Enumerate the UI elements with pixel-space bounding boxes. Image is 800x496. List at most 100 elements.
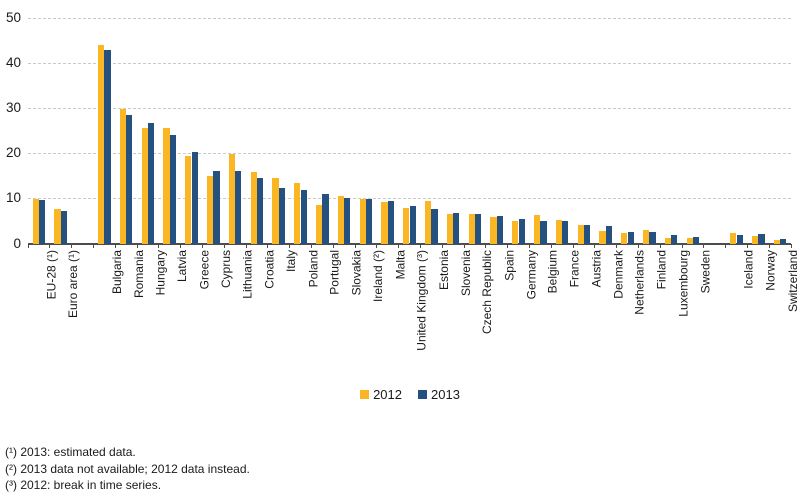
gridline-40 [28,63,791,65]
x-axis-tick [681,243,683,248]
bar-2013-switzerland [780,238,787,244]
bar-2013-bulgaria [104,49,111,244]
x-label-italy: Italy [284,250,299,273]
legend-item-2012: 2012 [360,387,402,402]
bar-2013-luxembourg [671,235,678,244]
bar-2012-spain [490,217,497,244]
y-tick-label-20: 20 [5,145,21,161]
x-axis-tick [659,243,661,248]
bar-2013-romania [126,114,133,244]
bar-2012-austria [577,225,584,244]
x-label-finland: Finland [654,250,669,290]
bar-2012-lithuania [228,154,236,244]
x-axis-tick [485,243,487,248]
x-label-poland: Poland [306,250,320,288]
footnotes: (¹) 2013: estimated data. (²) 2013 data … [5,444,250,494]
bar-2012-malta [381,202,388,244]
bar-2013-poland [300,189,307,244]
bar-2012-united-kingdom [403,208,410,244]
x-label-belgium: Belgium [545,250,560,294]
x-axis-tick [267,243,269,248]
x-axis-tick [136,243,138,248]
bar-2013-sweden [692,237,700,244]
bar-2012-poland [294,182,301,244]
y-tick-label-0: 0 [13,235,21,251]
bar-2012-finland [643,230,650,244]
bar-2012-euro-area [54,209,61,244]
bar-2012-slovakia [337,196,345,244]
x-axis-tick [725,243,727,248]
x-axis-tick [245,243,247,248]
bar-2013-norway [758,234,765,244]
x-axis-tick [768,243,770,248]
x-label-greece: Greece [197,250,211,290]
legend-label-2012: 2012 [373,387,402,402]
x-axis-tick [550,243,552,248]
x-label-czech-republic: Czech Republic [480,250,495,335]
x-axis-tick [790,243,792,248]
bar-2012-croatia [250,171,257,244]
x-axis-tick [463,243,465,248]
x-axis-tick [92,243,94,248]
x-axis-tick [201,243,203,248]
legend-label-2013: 2013 [431,387,460,402]
bar-2013-iceland [736,235,743,244]
x-label-latvia: Latvia [175,250,190,283]
x-label-euro-area: Euro area (¹) [66,250,81,319]
bar-2012-eu-28 [32,198,39,244]
bar-2012-portugal [316,204,323,244]
x-label-hungary: Hungary [153,250,168,296]
bar-2013-netherlands [627,232,634,244]
x-label-croatia: Croatia [262,250,277,289]
bar-2013-latvia [169,135,176,244]
bar-2012-netherlands [621,233,628,244]
x-axis-tick [354,243,356,248]
bar-2012-luxembourg [664,237,672,244]
bar-2012-belgium [534,215,541,244]
bar-2012-italy [272,178,279,244]
x-axis-tick [398,243,400,248]
bar-2013-eu-28 [38,200,46,244]
bar-2013-hungary [147,122,155,244]
bar-2012-romania [119,108,127,244]
x-axis-tick [180,243,182,248]
bar-2012-ireland [359,199,366,244]
x-axis-tick [572,243,574,248]
bar-2013-germany [518,219,525,244]
x-axis-tick [594,243,596,248]
x-axis-tick [703,243,705,248]
bar-2012-sweden [686,237,693,244]
x-label-switzerland: Switzerland [785,250,800,313]
bar-2013-united-kingdom [409,206,416,244]
x-axis-tick [71,243,73,248]
gridline-50 [28,18,791,19]
x-label-austria: Austria [589,250,604,288]
gridline-30 [28,108,791,110]
bar-2013-portugal [322,194,329,244]
x-label-united-kingdom: United Kingdom (³) [415,250,429,351]
x-label-spain: Spain [502,250,517,281]
bar-2012-switzerland [773,239,781,244]
x-label-bulgaria: Bulgaria [109,250,124,295]
bar-2012-czech-republic [468,213,475,244]
bar-2012-hungary [141,127,148,244]
bar-2013-austria [583,224,591,244]
bar-2012-denmark [599,230,606,244]
bar-2013-estonia [431,209,438,244]
y-tick-label-40: 40 [5,55,21,71]
bar-2013-france [562,220,569,244]
bar-2012-estonia [425,201,432,244]
bar-2013-finland [649,232,656,244]
bar-2013-croatia [256,178,264,244]
x-axis-tick [746,243,748,248]
x-label-norway: Norway [763,250,778,291]
bar-2013-czech-republic [474,213,482,244]
y-tick-label-10: 10 [5,190,21,206]
gridline-10 [28,198,791,200]
bar-2013-greece [191,151,198,244]
legend-swatch-2013 [418,390,427,399]
x-label-france: France [567,250,582,288]
bar-2012-norway [752,235,759,244]
x-axis-tick [49,243,51,248]
